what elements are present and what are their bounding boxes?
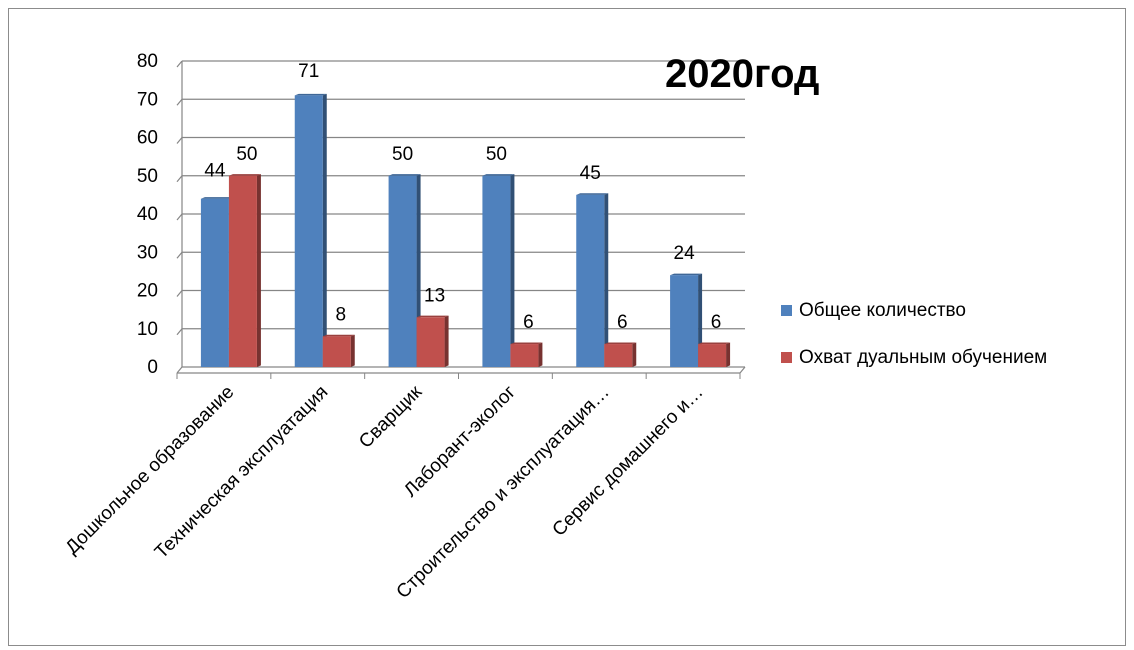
category-label: Сварщик — [355, 381, 426, 452]
data-label: 45 — [580, 163, 601, 184]
category-label: Техническая эксплуатация — [151, 382, 332, 563]
bar-top — [510, 342, 543, 345]
bar[interactable] — [228, 175, 257, 367]
gridline-side — [176, 213, 183, 221]
gridline-side — [176, 98, 183, 106]
legend-label: Охват дуальным обучением — [799, 347, 1047, 368]
gridline-side — [176, 366, 183, 374]
gridline-side — [176, 175, 183, 183]
bar-side — [444, 315, 449, 367]
bar[interactable] — [510, 344, 539, 367]
x-axis-end — [739, 366, 746, 374]
bar-top — [482, 174, 515, 176]
y-tick-label: 0 — [147, 357, 158, 378]
bar-top — [294, 93, 327, 96]
bar[interactable] — [294, 95, 323, 368]
bar-side — [322, 93, 327, 367]
bar-side — [256, 174, 261, 367]
y-tick-label: 50 — [137, 166, 158, 187]
bar[interactable] — [576, 194, 605, 367]
bar-top — [698, 342, 731, 345]
bar-side — [632, 342, 637, 367]
gridline-side — [176, 137, 183, 144]
bar[interactable] — [698, 344, 727, 367]
gridline-side — [176, 290, 183, 297]
y-tick-label: 10 — [137, 319, 158, 340]
y-tick-label: 60 — [137, 128, 158, 149]
bar[interactable] — [670, 275, 699, 367]
category-label: Строительство и эксплуатация… — [393, 382, 614, 603]
data-label: 6 — [711, 312, 722, 333]
legend-swatch — [781, 305, 792, 316]
data-label: 71 — [298, 61, 319, 82]
y-tick-label: 20 — [137, 281, 158, 302]
bar[interactable] — [322, 336, 351, 367]
bar-top — [416, 315, 449, 318]
bar-top — [200, 197, 233, 199]
bar[interactable] — [388, 175, 417, 367]
data-label: 50 — [236, 144, 257, 165]
data-label: 13 — [424, 285, 445, 306]
y-tick-label: 70 — [137, 89, 158, 110]
gridline-side — [176, 328, 183, 336]
y-tick-label: 80 — [137, 51, 158, 72]
bar-top — [228, 174, 261, 176]
data-label: 8 — [335, 304, 346, 325]
bar-top — [322, 334, 355, 337]
chart-title: 2020год — [665, 52, 819, 96]
gridline-side — [176, 60, 183, 68]
legend-swatch — [781, 352, 792, 363]
legend-label: Общее количество — [799, 300, 966, 321]
bar-top — [388, 174, 421, 176]
bar[interactable] — [482, 175, 511, 367]
y-tick-label: 30 — [137, 242, 158, 263]
bar[interactable] — [604, 344, 633, 367]
bar[interactable] — [416, 317, 445, 367]
bar-side — [604, 193, 609, 367]
data-label: 24 — [674, 243, 696, 264]
bar-side — [350, 334, 355, 367]
category-label: Дошкольное образование — [62, 382, 239, 559]
data-label: 6 — [523, 312, 534, 333]
data-label: 50 — [486, 144, 507, 165]
y-tick-label: 40 — [137, 204, 158, 225]
bar-top — [604, 342, 637, 345]
bar-side — [726, 342, 731, 367]
gridline-side — [176, 251, 183, 259]
chart-frame — [8, 8, 1126, 646]
bar-top — [576, 193, 609, 195]
data-label: 6 — [617, 312, 628, 333]
bar-top — [670, 273, 703, 276]
bar-side — [510, 174, 515, 367]
bar[interactable] — [200, 198, 229, 367]
category-label: Сервис домашнего и… — [549, 382, 708, 541]
data-label: 44 — [204, 161, 226, 182]
bar-side — [538, 342, 543, 367]
data-label: 50 — [392, 144, 413, 165]
